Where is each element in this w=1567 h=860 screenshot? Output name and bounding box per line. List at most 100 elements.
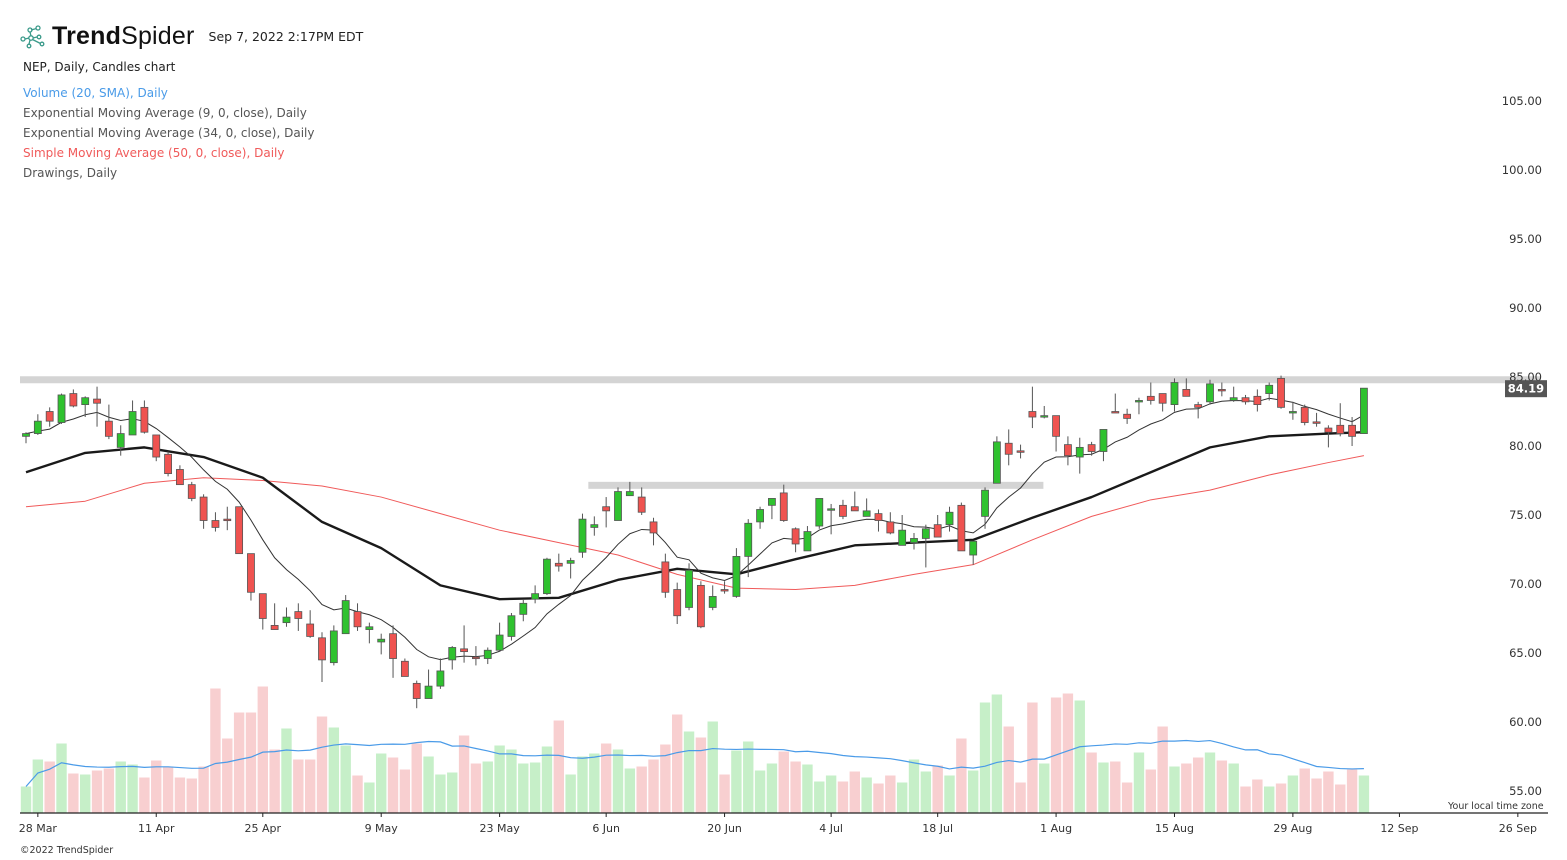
candle[interactable]	[543, 557, 551, 596]
legend-volume-sma[interactable]: Volume (20, SMA), Daily	[23, 86, 168, 100]
candle[interactable]	[590, 516, 599, 536]
candle[interactable]	[1016, 444, 1025, 459]
candle[interactable]	[1241, 394, 1250, 405]
candle[interactable]	[803, 526, 812, 552]
candle[interactable]	[519, 599, 528, 622]
candle[interactable]	[116, 425, 125, 456]
candle[interactable]	[223, 506, 232, 531]
candle[interactable]	[1099, 429, 1108, 462]
candle[interactable]	[850, 491, 859, 512]
candle[interactable]	[57, 393, 66, 424]
candle[interactable]	[661, 553, 670, 598]
horizontal-level-drawing[interactable]	[588, 481, 1044, 489]
legend-drawings[interactable]: Drawings, Daily	[23, 166, 118, 180]
candle[interactable]	[507, 612, 516, 641]
candle[interactable]	[1075, 437, 1084, 474]
candle[interactable]	[625, 481, 634, 497]
candle[interactable]	[377, 633, 386, 655]
candle[interactable]	[756, 506, 764, 529]
candle[interactable]	[400, 658, 409, 677]
candle[interactable]	[22, 432, 30, 444]
candle[interactable]	[815, 498, 824, 529]
candle[interactable]	[614, 487, 622, 521]
candle[interactable]	[898, 515, 907, 546]
candle[interactable]	[176, 465, 184, 486]
candle[interactable]	[673, 582, 682, 625]
price-axis[interactable]: 55.0060.0065.0070.0075.0080.0085.0090.00…	[1502, 94, 1547, 798]
candle[interactable]	[69, 389, 78, 408]
candle[interactable]	[45, 407, 54, 427]
candle[interactable]	[1028, 386, 1037, 429]
candle[interactable]	[1288, 401, 1297, 420]
candle[interactable]	[1206, 379, 1214, 405]
candle[interactable]	[578, 513, 587, 558]
candle[interactable]	[128, 400, 137, 436]
candle[interactable]	[696, 581, 705, 629]
candle[interactable]	[1312, 412, 1321, 427]
candle[interactable]	[874, 509, 883, 532]
candle[interactable]	[329, 625, 338, 666]
candle[interactable]	[412, 680, 421, 709]
candle[interactable]	[1158, 393, 1167, 412]
candle[interactable]	[424, 669, 433, 699]
candle[interactable]	[779, 484, 788, 522]
candle[interactable]	[1229, 386, 1238, 402]
candle[interactable]	[957, 502, 966, 552]
candle[interactable]	[1182, 378, 1191, 397]
legend-ema-34[interactable]: Exponential Moving Average (34, 0, close…	[23, 126, 315, 140]
candle[interactable]	[140, 400, 149, 434]
candle[interactable]	[1146, 382, 1155, 405]
candle[interactable]	[921, 524, 930, 568]
candle[interactable]	[1277, 375, 1285, 409]
candle[interactable]	[768, 498, 776, 520]
candle[interactable]	[270, 603, 279, 630]
candle[interactable]	[531, 585, 540, 604]
candle[interactable]	[353, 603, 362, 631]
horizontal-level-drawing[interactable]	[20, 376, 1540, 384]
candle[interactable]	[1194, 401, 1203, 419]
candle[interactable]	[1170, 378, 1179, 412]
candle[interactable]	[483, 647, 492, 665]
candle[interactable]	[448, 646, 457, 670]
candle[interactable]	[1300, 404, 1309, 426]
candle[interactable]	[933, 515, 942, 538]
candle[interactable]	[1135, 397, 1143, 415]
candle[interactable]	[827, 503, 836, 535]
candle[interactable]	[1348, 417, 1356, 446]
candle[interactable]	[839, 499, 847, 520]
candle[interactable]	[945, 506, 954, 532]
candle[interactable]	[294, 603, 303, 631]
candle[interactable]	[436, 658, 445, 689]
candle[interactable]	[460, 625, 468, 663]
candle[interactable]	[389, 625, 397, 678]
candle[interactable]	[732, 548, 741, 598]
candle[interactable]	[187, 481, 196, 502]
candle[interactable]	[1253, 389, 1262, 412]
candle[interactable]	[720, 581, 729, 594]
candle[interactable]	[1040, 405, 1049, 419]
candle[interactable]	[365, 622, 374, 644]
candle[interactable]	[199, 494, 208, 529]
candle[interactable]	[554, 553, 563, 572]
candle[interactable]	[708, 585, 717, 611]
candle[interactable]	[1336, 403, 1345, 437]
candle[interactable]	[1111, 393, 1120, 414]
candle[interactable]	[258, 593, 267, 630]
legend-ema-9[interactable]: Exponential Moving Average (9, 0, close)…	[23, 106, 307, 120]
candle[interactable]	[1217, 382, 1226, 397]
candle[interactable]	[1123, 408, 1132, 424]
candle[interactable]	[282, 607, 291, 627]
candle[interactable]	[495, 622, 504, 652]
candle[interactable]	[104, 404, 113, 440]
candle[interactable]	[744, 519, 753, 578]
candle[interactable]	[341, 595, 350, 635]
candle[interactable]	[886, 512, 895, 535]
candle[interactable]	[318, 632, 326, 682]
candle[interactable]	[1360, 387, 1368, 434]
timezone-label[interactable]: Your local time zone	[1448, 801, 1544, 812]
candle[interactable]	[164, 451, 172, 477]
candle[interactable]	[306, 610, 315, 638]
candle[interactable]	[93, 386, 101, 427]
candle[interactable]	[1087, 441, 1096, 456]
